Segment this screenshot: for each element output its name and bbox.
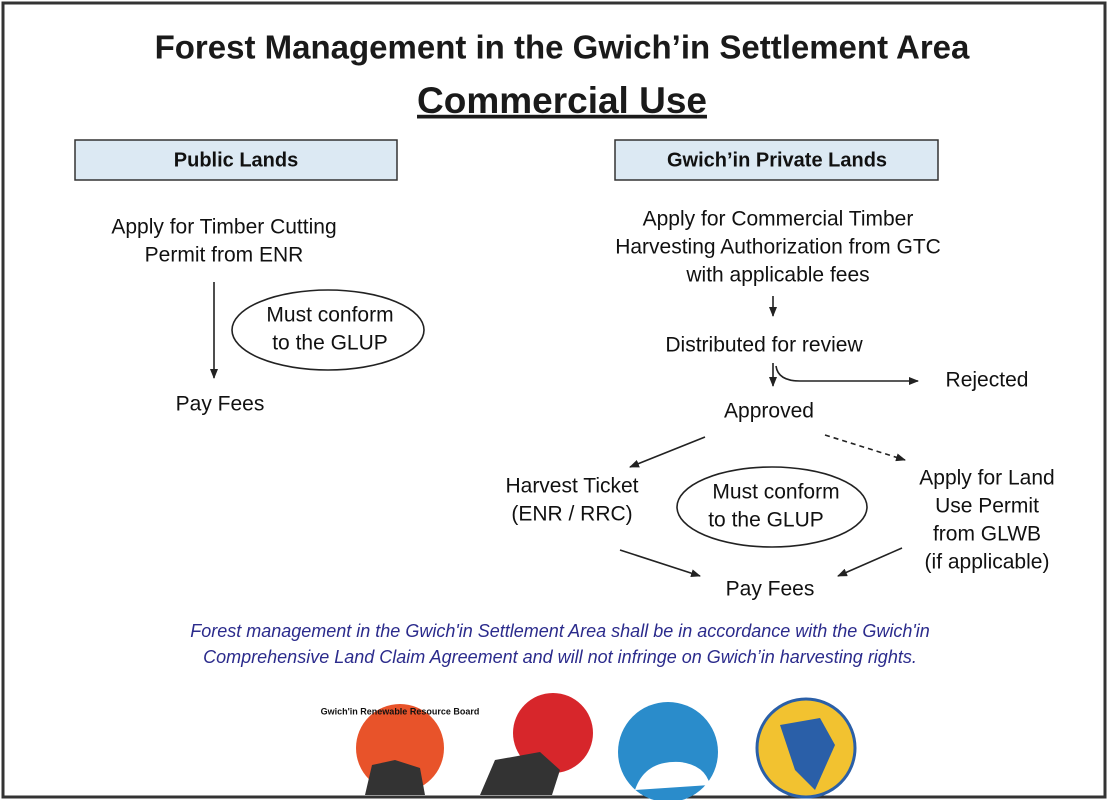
logo-figure: [780, 718, 835, 790]
node-text: Apply for Land: [919, 467, 1054, 490]
node-text: Distributed for review: [665, 334, 863, 357]
statement: Comprehensive Land Claim Agreement and w…: [203, 647, 917, 667]
arrow: [629, 436, 706, 468]
note-text: to the GLUP: [272, 332, 388, 355]
node-text: Pay Fees: [176, 393, 265, 416]
node-text: Rejected: [946, 369, 1029, 392]
heading-box: [614, 139, 939, 181]
node-text: Harvesting Authorization from GTC: [615, 236, 941, 259]
arrow: [837, 547, 903, 577]
arrow: [619, 549, 701, 578]
node-text: Approved: [724, 400, 814, 423]
statement: Forest management in the Gwich'in Settle…: [190, 621, 930, 641]
heading-box: [74, 139, 398, 181]
heading: Gwich’in Private Lands: [667, 149, 887, 171]
logo: [513, 693, 593, 773]
node-text: Use Permit: [935, 495, 1039, 518]
logo-figure: [365, 760, 425, 795]
heading: Public Lands: [174, 149, 298, 171]
node-text: Apply for Timber Cutting: [111, 216, 336, 239]
logo-figure: [635, 761, 710, 790]
node-text: from GLWB: [933, 523, 1041, 546]
dashed-arrow: [824, 434, 906, 462]
node-text: (if applicable): [925, 551, 1050, 574]
node-text: Apply for Commercial Timber: [643, 208, 914, 231]
logos: Gwich'in Renewable Resource Board: [321, 693, 857, 800]
node-text: Harvest Ticket: [505, 475, 638, 498]
node-text: with applicable fees: [685, 264, 869, 287]
node-text: Permit from ENR: [145, 244, 304, 267]
note-text: to the GLUP: [708, 509, 824, 532]
arrow: [775, 365, 919, 385]
note-ellipse: [231, 289, 425, 371]
logo-text: Gwich'in Renewable Resource Board: [321, 706, 480, 716]
logo-figure: [480, 752, 560, 795]
note-ellipse: [676, 466, 868, 548]
subtitle: Commercial Use: [417, 80, 707, 121]
node-text: (ENR / RRC): [511, 503, 632, 526]
note-text: Must conform: [712, 481, 839, 504]
title: Forest Management in the Gwich’in Settle…: [155, 29, 970, 66]
node-text: Pay Fees: [726, 578, 815, 601]
note-text: Must conform: [266, 304, 393, 327]
